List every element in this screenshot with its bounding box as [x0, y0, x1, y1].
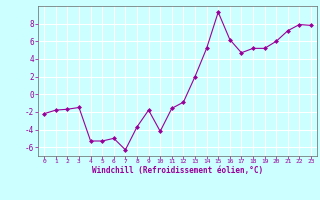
X-axis label: Windchill (Refroidissement éolien,°C): Windchill (Refroidissement éolien,°C)	[92, 166, 263, 175]
